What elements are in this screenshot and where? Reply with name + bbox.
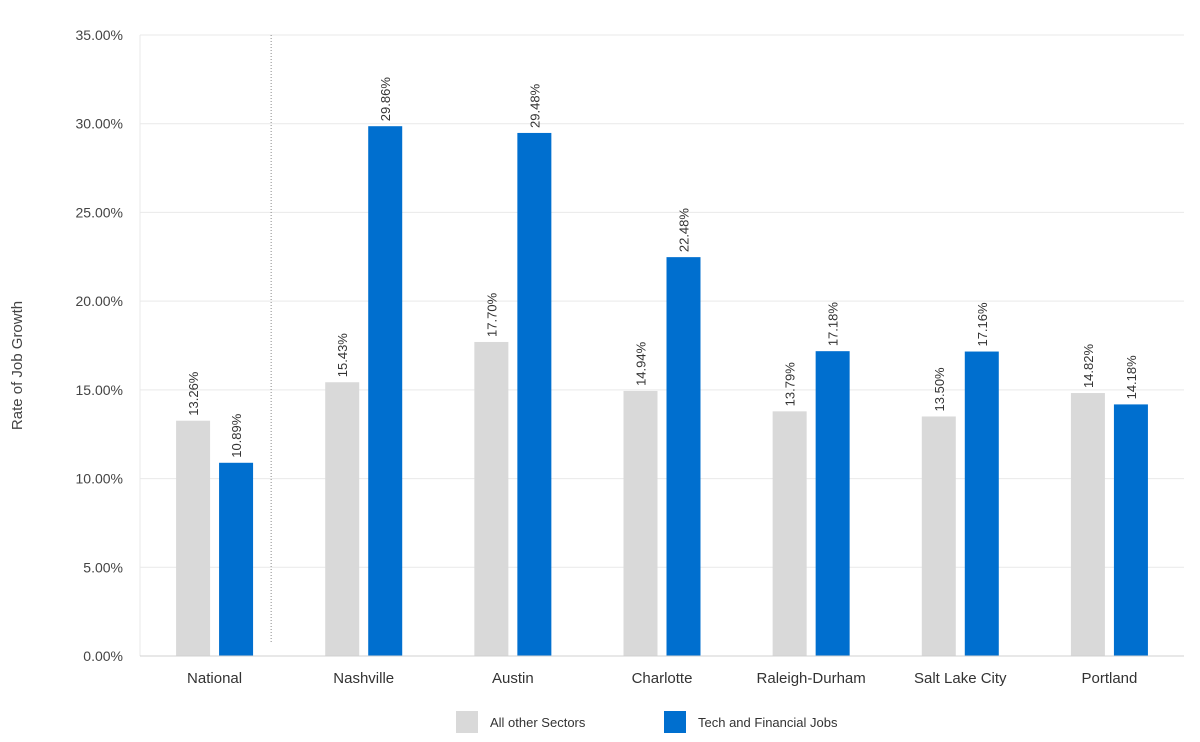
data-label: 14.94%	[634, 341, 649, 386]
data-label: 10.89%	[229, 413, 244, 458]
x-category-label: Austin	[492, 670, 534, 687]
bar-national-series-1	[176, 420, 211, 656]
y-tick-label: 0.00%	[83, 648, 123, 664]
x-category-label: Portland	[1081, 670, 1137, 687]
data-label: 29.86%	[378, 77, 393, 122]
legend-swatch	[456, 711, 478, 733]
y-tick-label: 15.00%	[76, 382, 123, 398]
y-tick-label: 20.00%	[76, 293, 123, 309]
data-label: 13.79%	[783, 362, 798, 407]
bars	[176, 126, 1148, 657]
bar-portland-series-2	[1113, 404, 1148, 656]
x-category-label: Charlotte	[632, 670, 693, 687]
bar-charlotte-series-2	[666, 257, 701, 656]
y-axis-label: Rate of Job Growth	[9, 301, 26, 430]
x-category-label: National	[187, 670, 242, 687]
legend: All other Sectors Tech and Financial Jobs	[456, 711, 838, 733]
bar-charlotte-series-1	[623, 390, 658, 656]
data-labels: 13.26% 10.89% 15.43% 29.86% 17.70% 29.48% 14.9…	[186, 77, 1139, 458]
y-axis-ticks: 0.00% 5.00% 10.00% 15.00% 20.00% 25.00% 30.00%…	[76, 27, 123, 664]
data-label: 14.18%	[1124, 355, 1139, 400]
data-label: 22.48%	[677, 208, 692, 253]
data-label: 17.16%	[975, 302, 990, 347]
x-axis-categories: National Nashville Austin Charlotte Raleigh-…	[187, 670, 1137, 687]
bar-raleigh-durham-series-1	[772, 411, 807, 656]
grid-lines	[139, 34, 1184, 656]
legend-label: Tech and Financial Jobs	[698, 715, 838, 730]
data-label: 14.82%	[1081, 344, 1096, 389]
bar-salt-lake-city-series-1	[921, 416, 956, 656]
bar-nashville-series-2	[368, 126, 403, 656]
data-label: 29.48%	[527, 83, 542, 128]
y-tick-label: 30.00%	[76, 116, 123, 132]
x-category-label: Salt Lake City	[914, 670, 1007, 687]
data-label: 15.43%	[335, 333, 350, 378]
y-tick-label: 35.00%	[76, 27, 123, 43]
x-category-label: Nashville	[333, 670, 394, 687]
bar-nashville-series-1	[325, 382, 360, 656]
bar-austin-series-1	[474, 341, 509, 656]
legend-swatch	[664, 711, 686, 733]
y-tick-label: 25.00%	[76, 204, 123, 220]
y-tick-label: 5.00%	[83, 559, 123, 575]
data-label: 17.70%	[484, 292, 499, 337]
y-tick-label: 10.00%	[76, 471, 123, 487]
legend-label: All other Sectors	[490, 715, 586, 730]
data-label: 13.26%	[186, 371, 201, 416]
data-label: 17.18%	[826, 302, 841, 347]
bar-raleigh-durham-series-2	[815, 351, 850, 656]
data-label: 13.50%	[932, 367, 947, 412]
x-category-label: Raleigh-Durham	[757, 670, 866, 687]
bar-national-series-2	[219, 462, 254, 656]
bar-portland-series-1	[1070, 393, 1105, 656]
bar-salt-lake-city-series-2	[964, 351, 999, 656]
bar-austin-series-2	[517, 132, 552, 657]
